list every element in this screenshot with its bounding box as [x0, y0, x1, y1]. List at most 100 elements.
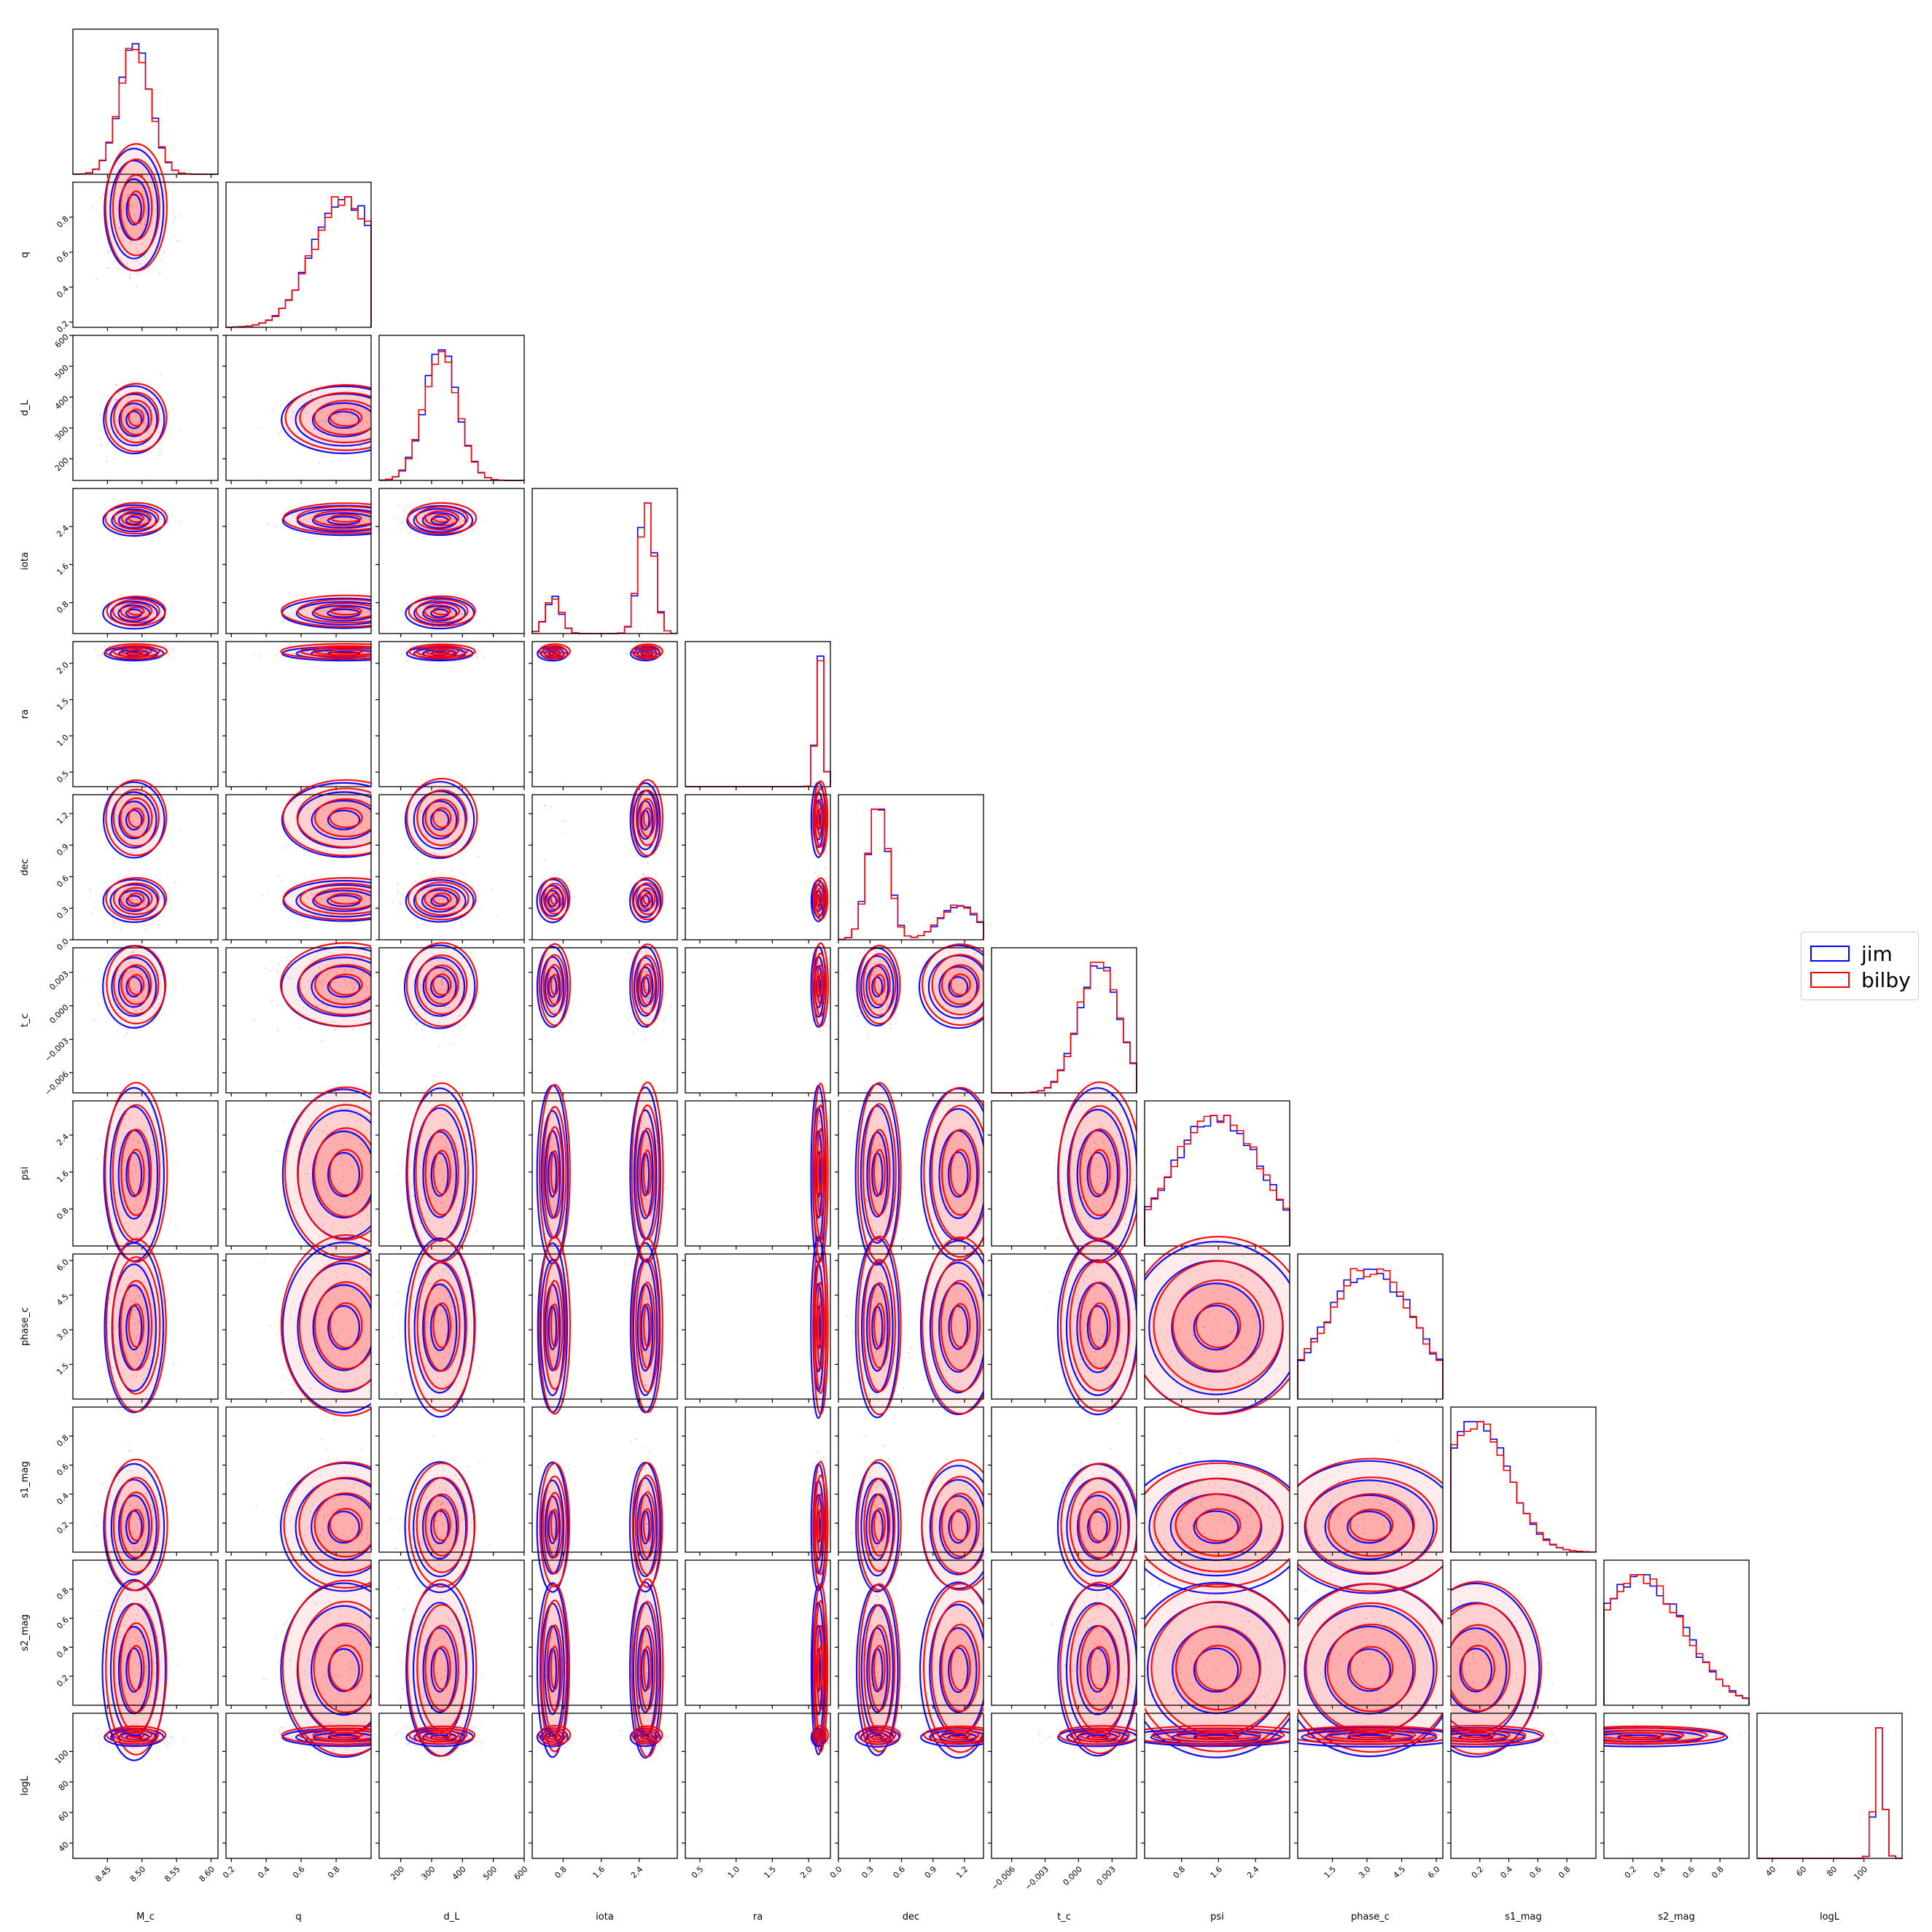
panel-q-vs-q	[225, 182, 372, 331]
contour-jim	[111, 508, 157, 533]
contour-bilby	[1069, 1727, 1130, 1743]
contour-bilby	[1145, 1462, 1290, 1588]
contour-bilby	[814, 1474, 827, 1575]
contour-bilby	[424, 510, 460, 527]
contour-bilby	[930, 1727, 983, 1743]
contour-bilby	[128, 648, 145, 655]
x-tick-label-psi: 1.6	[1208, 1864, 1224, 1880]
contour-bilby	[1088, 1302, 1111, 1349]
contour-bilby	[1058, 1725, 1137, 1745]
hist-ra-jim	[685, 655, 831, 787]
x-axis-label-d_L: d_L	[444, 1912, 461, 1923]
x-tick-label-s1_mag: 0.4	[1499, 1864, 1515, 1880]
contour-bilby	[432, 1645, 451, 1690]
contour-bilby	[128, 408, 144, 427]
contour-jim	[919, 1581, 983, 1759]
x-axis-label-q: q	[295, 1912, 301, 1923]
contour-jim	[413, 790, 467, 850]
contour-bilby	[862, 953, 897, 1016]
panel-dec-vs-q	[222, 779, 372, 943]
panel-frame	[531, 488, 678, 634]
contour-bilby	[542, 954, 567, 1016]
contour-bilby	[814, 952, 827, 1017]
contour-jim	[929, 1479, 983, 1575]
contour-jim	[117, 604, 151, 622]
contour-bilby	[128, 1645, 145, 1691]
contour-bilby	[1150, 1600, 1286, 1735]
panel-logL-vs-s1_mag: 0.2 0.4 0.6 0.8	[1447, 1713, 1597, 1880]
panel-frame	[838, 1713, 984, 1859]
panel-frame	[685, 1559, 831, 1706]
panel-frame	[72, 641, 219, 787]
panel-d_L-vs-M_c: 200 300 400 500 600	[53, 332, 219, 484]
panel-d_L-vs-q	[222, 335, 372, 484]
panel-frame	[378, 1713, 525, 1859]
y-tick-label-q: 0.8	[55, 214, 71, 230]
x-tick-label-ra: 1.5	[762, 1864, 778, 1880]
contour-jim	[1193, 1304, 1239, 1351]
hist-psi-bilby	[1144, 1115, 1290, 1246]
y-tick-label-phase_c: 1.5	[55, 1361, 71, 1377]
panel-frame	[72, 794, 219, 940]
y-tick-label-s2_mag: 0.2	[55, 1673, 71, 1689]
contour-bilby	[112, 882, 160, 916]
panel-frame	[1144, 1100, 1290, 1247]
contour-jim	[855, 1462, 900, 1593]
x-tick-label-d_L: 300	[420, 1864, 437, 1882]
contour-jim	[421, 889, 459, 913]
contour-jim	[918, 944, 983, 1029]
panel-frame	[685, 794, 831, 940]
contour-bilby	[128, 892, 145, 905]
x-tick-label-s2_mag: 0.6	[1680, 1864, 1697, 1880]
x-tick-label-psi: 2.4	[1245, 1864, 1261, 1880]
contour-jim	[311, 800, 371, 841]
contour-bilby	[120, 1129, 152, 1216]
y-axis-label-dec: dec	[20, 859, 31, 876]
contour-bilby	[329, 1644, 364, 1691]
hist-iota-bilby	[531, 502, 678, 634]
contour-bilby	[1079, 1128, 1121, 1217]
panel-iota-vs-d_L	[375, 488, 525, 637]
panel-phase_c-vs-q	[222, 1234, 372, 1417]
contour-bilby	[298, 1260, 371, 1391]
contour-bilby	[1304, 1476, 1438, 1574]
contour-bilby	[642, 892, 653, 905]
contour-jim	[636, 966, 654, 1008]
contour-bilby	[812, 1235, 829, 1416]
contour-bilby	[639, 798, 656, 838]
contour-jim	[1347, 1511, 1392, 1544]
contour-bilby	[818, 892, 824, 905]
contour-bilby	[1057, 1081, 1137, 1263]
contour-jim	[540, 956, 565, 1018]
contour-bilby	[1451, 1624, 1511, 1712]
x-tick-label-s2_mag: 0.4	[1652, 1864, 1668, 1880]
panel-frame	[225, 1559, 372, 1706]
scatter-points	[1150, 1562, 1289, 1706]
contour-bilby	[817, 807, 824, 829]
y-tick-label-iota: 1.6	[55, 561, 71, 577]
contour-bilby	[406, 1578, 478, 1757]
panel-s1_mag-vs-s1_mag	[1450, 1406, 1597, 1556]
panel-frame	[838, 1559, 984, 1706]
contour-bilby	[1451, 1724, 1545, 1745]
contour-jim	[103, 385, 165, 455]
contour-bilby	[1088, 1732, 1111, 1739]
contour-jim	[125, 975, 143, 998]
contour-bilby	[416, 644, 469, 658]
contour-jim	[311, 965, 371, 1008]
contour-bilby	[432, 1150, 451, 1195]
contour-jim	[1087, 1511, 1108, 1543]
panel-s2_mag-vs-M_c: 0.2 0.4 0.6 0.8	[55, 1559, 219, 1761]
contour-bilby	[408, 1725, 476, 1745]
contour-bilby	[546, 887, 564, 911]
contour-bilby	[816, 1493, 825, 1557]
contour-bilby	[283, 877, 371, 921]
contour-bilby	[1068, 1105, 1131, 1240]
contour-jim	[929, 1261, 983, 1394]
panel-frame	[378, 641, 525, 787]
panel-psi-vs-psi	[1144, 1100, 1290, 1250]
contour-bilby	[329, 408, 363, 427]
contour-jim	[125, 809, 143, 831]
contour-bilby	[922, 943, 983, 1027]
contour-jim	[1304, 1605, 1435, 1735]
